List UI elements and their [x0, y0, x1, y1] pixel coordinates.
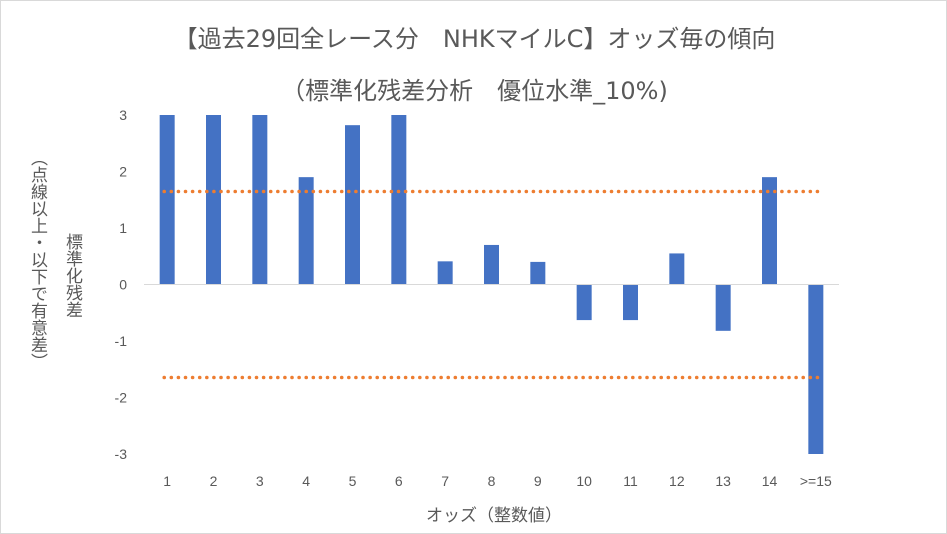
chart-title: 【過去29回全レース分 NHKマイルC】オッズ毎の傾向 [173, 25, 776, 53]
bar [159, 115, 175, 285]
x-tick-label: 7 [441, 473, 449, 489]
bar [715, 284, 731, 331]
x-tick-label: 11 [623, 473, 638, 489]
y-tick-label: 0 [119, 277, 127, 293]
bar [530, 261, 546, 285]
y-tick-label: -3 [115, 446, 128, 462]
x-tick-label: >=15 [800, 473, 832, 489]
y-axis-label-note: （点線以上・以下で有意差） [27, 149, 47, 370]
x-tick-label: 10 [576, 473, 592, 489]
bar [623, 284, 638, 321]
bar [762, 177, 777, 285]
bar [576, 284, 592, 321]
y-axis-label: 標準化残差 [62, 233, 82, 318]
x-tick-label: 5 [349, 473, 357, 489]
x-tick-label: 12 [669, 473, 685, 489]
bar [437, 261, 453, 285]
bar [298, 177, 314, 285]
chart-subtitle: （標準化残差分析 優位水準_10%) [281, 77, 668, 105]
bar [669, 253, 685, 285]
x-tick-label: 1 [163, 473, 171, 489]
bar [206, 115, 221, 285]
y-tick-label: 2 [119, 164, 127, 180]
x-tick-label: 2 [210, 473, 218, 489]
y-tick-label: 3 [119, 107, 127, 123]
x-axis-label: オッズ（整数値） [426, 506, 562, 526]
bar [391, 115, 407, 285]
x-tick-label: 14 [762, 473, 778, 489]
x-tick-label: 13 [715, 473, 731, 489]
y-tick-label: 1 [119, 220, 127, 236]
y-tick-label: -1 [115, 333, 128, 349]
x-tick-label: 4 [302, 473, 310, 489]
bar [808, 284, 824, 454]
x-tick-label: 9 [534, 473, 542, 489]
bar [484, 244, 499, 285]
bar [252, 115, 268, 285]
x-tick-label: 3 [256, 473, 264, 489]
bar [345, 125, 360, 285]
x-tick-label: 8 [488, 473, 496, 489]
x-tick-label: 6 [395, 473, 403, 489]
y-tick-label: -2 [115, 390, 128, 406]
